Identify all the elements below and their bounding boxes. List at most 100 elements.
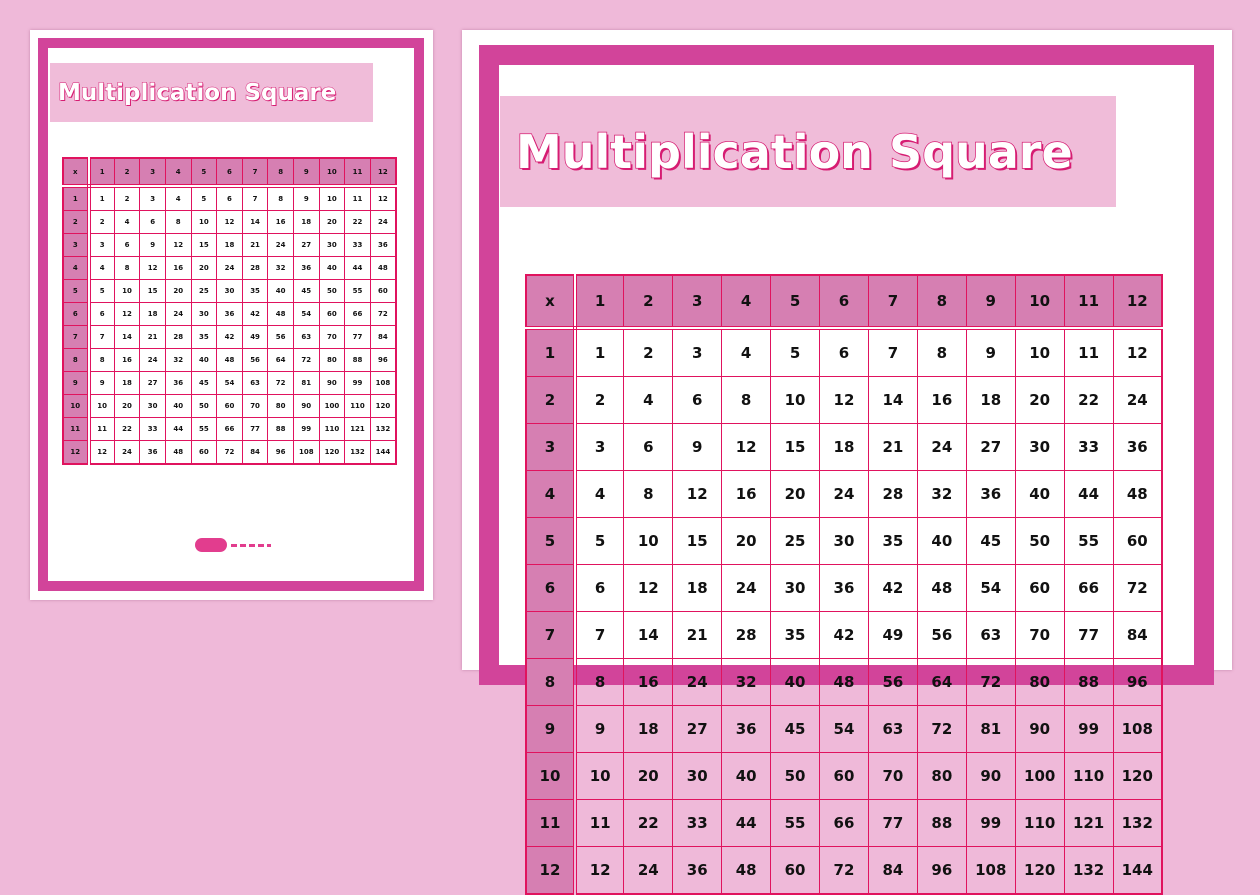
column-header: 3 [672,274,723,330]
product-cell: 132 [1112,799,1163,847]
product-cell: 40 [770,658,821,706]
table-row: 5 5 10 15 20 25 30 35 40 45 50 55 60 [525,517,1163,565]
product-cell: 6 [819,327,869,377]
product-cell: 96 [1112,658,1163,706]
product-cell: 12 [216,210,243,234]
table-row: 5 5 10 15 20 25 30 35 40 45 50 55 60 [62,279,397,303]
row-header: 8 [525,658,577,706]
product-cell: 120 [1014,846,1065,895]
column-header: 6 [819,274,869,330]
product-cell: 132 [369,417,397,441]
table-row: 8 8 16 24 32 40 48 56 64 72 80 88 96 [62,348,397,372]
product-cell: 108 [965,846,1016,895]
product-cell: 12 [672,470,723,518]
product-cell: 27 [965,423,1016,471]
column-header: 9 [292,157,320,188]
product-cell: 4 [88,256,115,280]
product-cell: 48 [1112,470,1163,518]
product-cell: 2 [88,210,115,234]
product-cell: 4 [721,327,772,377]
product-cell: 40 [318,256,346,280]
product-cell: 20 [318,210,346,234]
product-cell: 11 [1063,327,1114,377]
product-cell: 50 [318,279,346,303]
product-cell: 96 [369,348,397,372]
table-row: 11 11 22 33 44 55 66 77 88 99 110 121 132 [62,417,397,441]
product-cell: 5 [190,185,218,211]
product-cell: 12 [369,185,397,211]
product-cell: 24 [267,233,294,257]
product-cell: 60 [1014,564,1065,612]
product-cell: 100 [1014,752,1065,800]
column-header: 11 [1063,274,1114,330]
product-cell: 80 [267,394,294,418]
corner-cell: x [62,157,91,188]
product-cell: 81 [292,371,320,395]
product-cell: 60 [369,279,397,303]
product-cell: 72 [1112,564,1163,612]
product-cell: 6 [113,233,141,257]
product-cell: 4 [623,376,674,424]
column-header: 5 [770,274,821,330]
product-cell: 56 [267,325,294,349]
product-cell: 6 [216,185,243,211]
table-row: 8 8 16 24 32 40 48 56 64 72 80 88 96 [525,658,1163,706]
product-cell: 77 [241,417,269,441]
table-row: 6 6 12 18 24 30 36 42 48 54 60 66 72 [62,302,397,326]
product-cell: 108 [1112,705,1163,753]
product-cell: 66 [216,417,243,441]
product-cell: 5 [574,517,625,565]
product-cell: 18 [292,210,320,234]
column-header: 6 [216,157,243,188]
product-cell: 3 [139,185,166,211]
product-cell: 16 [721,470,772,518]
product-cell: 50 [770,752,821,800]
product-cell: 55 [1063,517,1114,565]
product-cell: 6 [574,564,625,612]
product-cell: 8 [916,327,967,377]
product-cell: 20 [1014,376,1065,424]
product-cell: 30 [318,233,346,257]
product-cell: 144 [369,440,397,465]
product-cell: 80 [318,348,346,372]
product-cell: 24 [672,658,723,706]
product-cell: 72 [916,705,967,753]
product-cell: 2 [574,376,625,424]
product-cell: 16 [623,658,674,706]
page-title: Multiplication Square [515,124,1073,180]
product-cell: 9 [965,327,1016,377]
table-row: 3 3 6 9 12 15 18 21 24 27 30 33 36 [62,233,397,257]
product-cell: 10 [623,517,674,565]
row-header: 5 [525,517,577,565]
product-cell: 77 [1063,611,1114,659]
product-cell: 30 [139,394,166,418]
product-cell: 80 [916,752,967,800]
product-cell: 7 [88,325,115,349]
product-cell: 36 [292,256,320,280]
product-cell: 45 [190,371,218,395]
row-header: 2 [525,376,577,424]
product-cell: 10 [190,210,218,234]
product-cell: 7 [867,327,918,377]
product-cell: 10 [318,185,346,211]
product-cell: 32 [721,658,772,706]
product-cell: 18 [113,371,141,395]
product-cell: 25 [190,279,218,303]
multiplication-table: x 1 2 3 4 5 6 7 8 9 10 11 12 1 1 2 3 4 5 6 7 8 9 10 11 12 2 2 4 6 8 10 1… [525,274,1163,895]
product-cell: 88 [267,417,294,441]
table-row: 1 1 2 3 4 5 6 7 8 9 10 11 12 [525,327,1163,377]
product-cell: 20 [164,279,192,303]
product-cell: 9 [88,371,115,395]
row-header: 3 [525,423,577,471]
multiplication-table: x 1 2 3 4 5 6 7 8 9 10 11 12 1 1 2 3 4 5 6 7 8 9 10 11 12 2 2 4 6 8 10 1… [62,157,397,465]
product-cell: 99 [1063,705,1114,753]
product-cell: 120 [369,394,397,418]
product-cell: 90 [965,752,1016,800]
product-cell: 10 [574,752,625,800]
product-cell: 9 [574,705,625,753]
product-cell: 1 [574,327,625,377]
column-header: 11 [344,157,371,188]
product-cell: 48 [216,348,243,372]
logo-tagline [231,543,271,547]
twinkl-logo [195,538,271,552]
